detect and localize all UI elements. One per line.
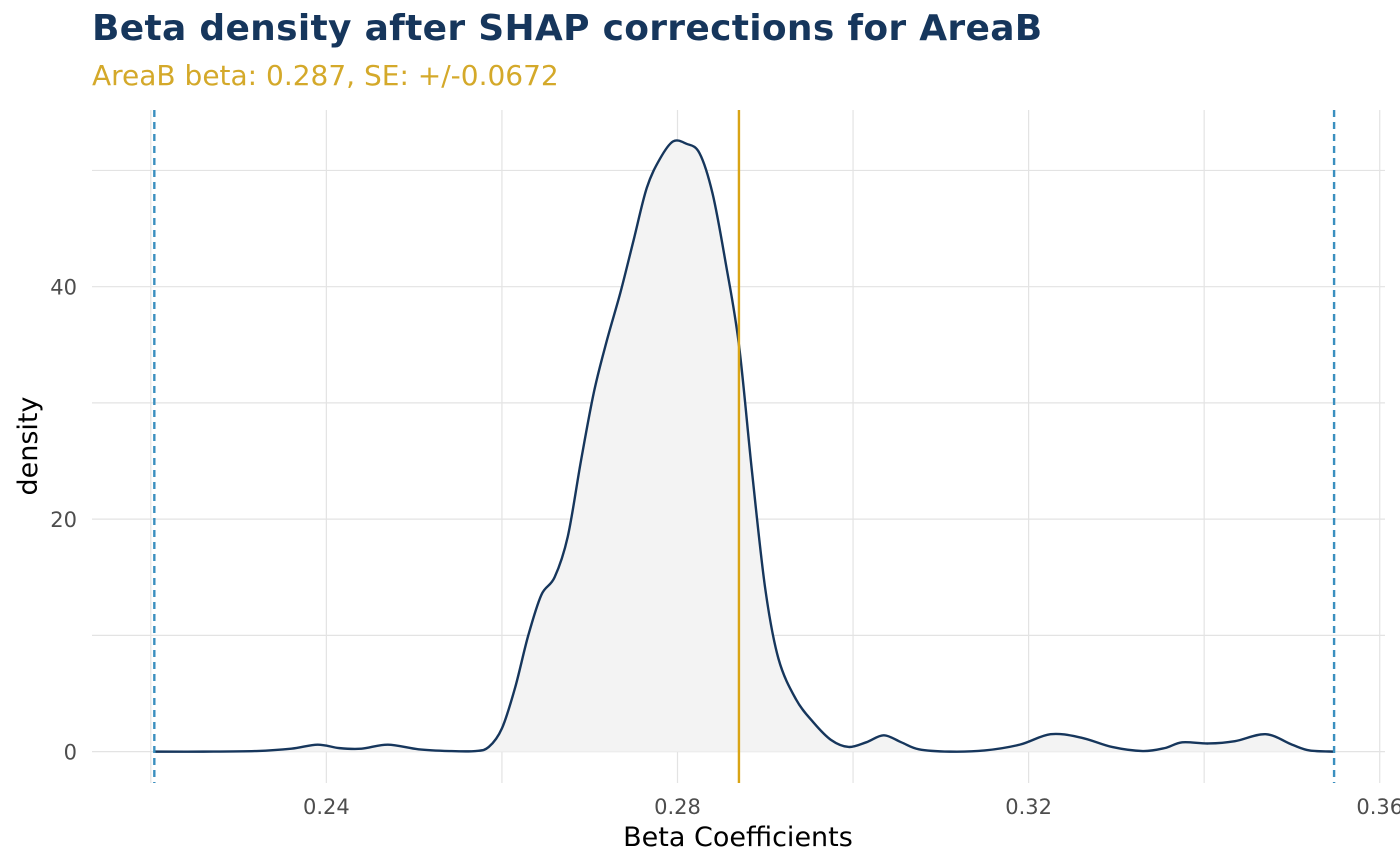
x-tick-label: 0.28 (654, 795, 701, 819)
y-tick-label: 0 (64, 741, 77, 765)
density-fill (154, 140, 1334, 751)
density-area (154, 140, 1334, 751)
x-axis-title: Beta Coefficients (623, 822, 853, 853)
x-tick-label: 0.32 (1005, 795, 1052, 819)
x-tick-label: 0.24 (303, 795, 350, 819)
x-axis-ticks: 0.24 0.28 0.32 0.36 (303, 795, 1400, 819)
y-tick-label: 40 (50, 276, 77, 300)
y-axis-title: density (13, 396, 44, 495)
x-tick-label: 0.36 (1356, 795, 1400, 819)
y-axis-ticks: 0 20 40 (50, 276, 77, 765)
y-tick-label: 20 (50, 508, 77, 532)
